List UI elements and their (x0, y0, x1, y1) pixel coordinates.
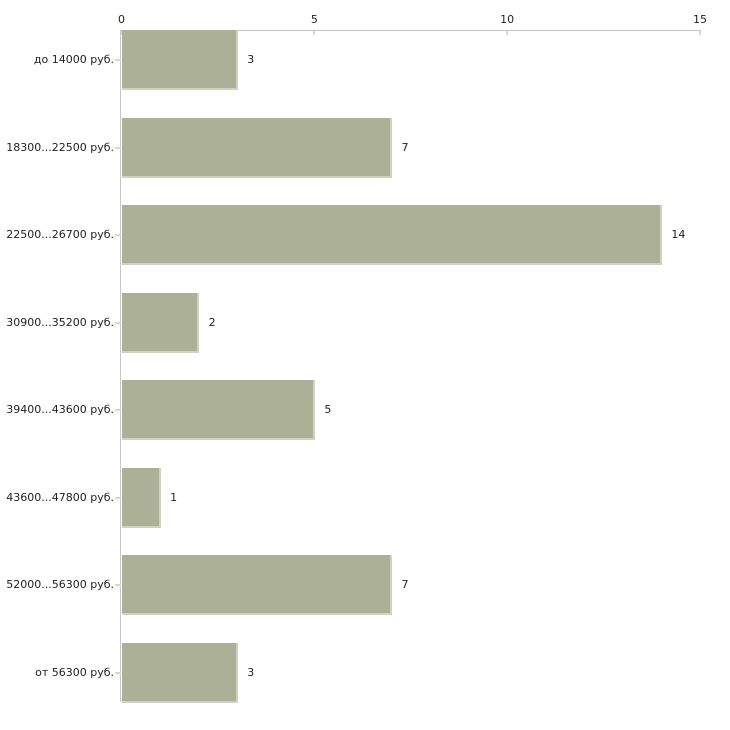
x-axis-tick-mark (313, 31, 316, 35)
value-label: 14 (671, 228, 686, 241)
x-axis-tick-mark (699, 31, 701, 35)
category-tick-mark (114, 234, 121, 236)
bar (122, 30, 238, 90)
value-label: 5 (324, 403, 332, 416)
category-label: 52000...56300 руб. (6, 578, 114, 591)
x-axis-tick-label: 10 (500, 13, 515, 26)
category-tick-mark (114, 496, 121, 499)
y-axis-line (120, 30, 121, 702)
bar (122, 642, 238, 703)
category-tick-mark (114, 409, 121, 411)
category-label: 22500...26700 руб. (6, 228, 114, 241)
x-axis-tick-label: 0 (118, 13, 125, 26)
x-axis-line (121, 30, 701, 31)
category-label: до 14000 руб. (33, 53, 114, 66)
bar (122, 292, 200, 353)
x-axis-tick-label: 5 (310, 13, 318, 26)
value-label: 7 (401, 578, 409, 591)
bar (122, 555, 392, 615)
x-axis-tick-label: 15 (693, 13, 707, 26)
value-label: 7 (401, 140, 409, 154)
category-tick-mark (114, 584, 121, 586)
category-tick-mark (114, 321, 121, 324)
x-axis-tick-mark (120, 31, 123, 35)
x-axis-tick-mark (506, 31, 509, 35)
value-label: 3 (247, 53, 255, 66)
bar (122, 380, 315, 440)
value-label: 2 (208, 315, 216, 329)
value-label: 3 (247, 665, 255, 679)
category-tick-mark (114, 59, 121, 61)
value-label: 1 (170, 490, 178, 504)
category-label: от 56300 руб. (35, 665, 114, 679)
bar (122, 467, 161, 528)
category-label: 30900...35200 руб. (6, 315, 114, 329)
category-label: 39400...43600 руб. (6, 403, 114, 416)
category-tick-mark (114, 146, 121, 149)
bar (122, 205, 662, 265)
category-tick-mark (114, 671, 121, 674)
category-label: 43600...47800 руб. (6, 490, 114, 504)
category-label: 18300...22500 руб. (6, 140, 114, 154)
bar (122, 117, 392, 178)
